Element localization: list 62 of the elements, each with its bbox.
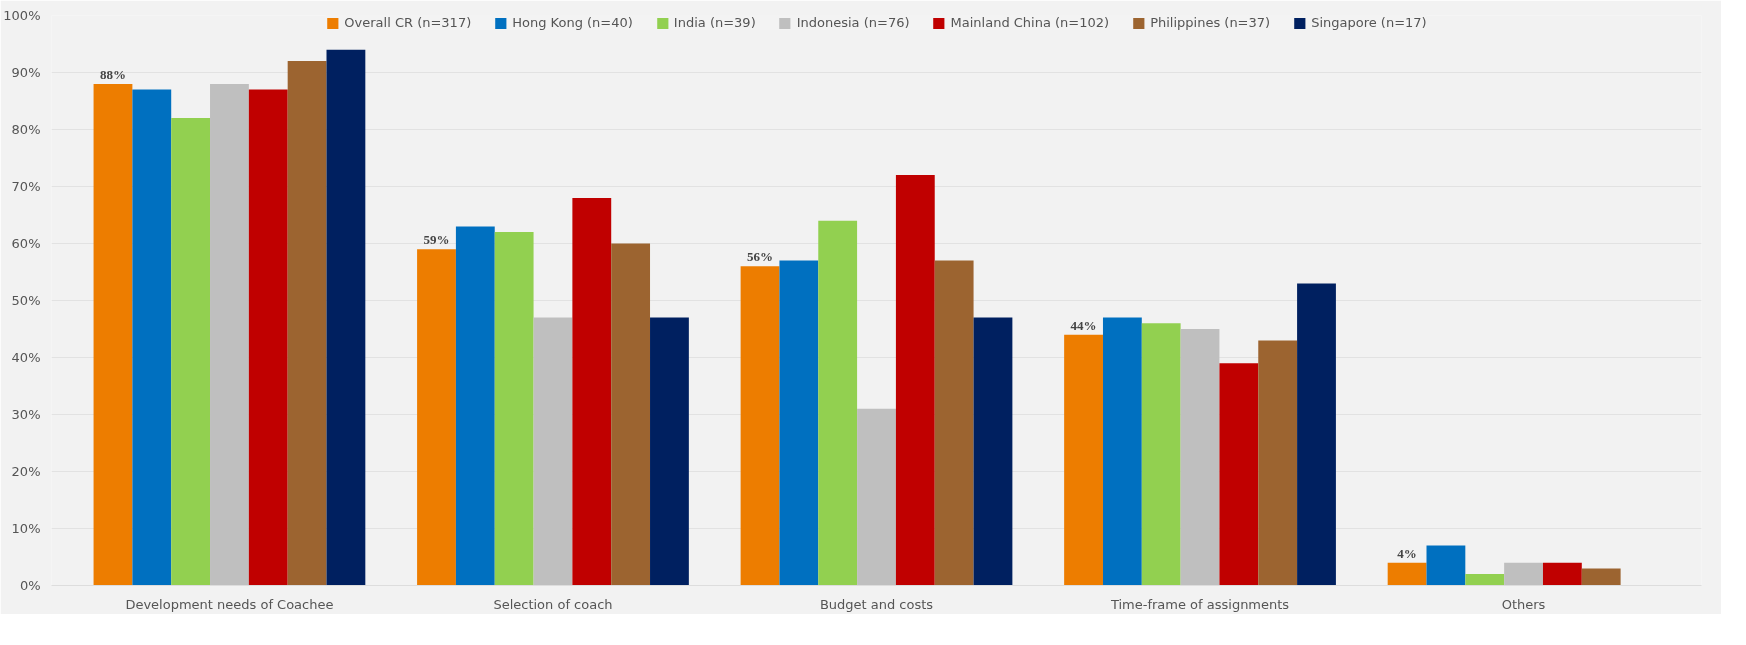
bar (934, 260, 974, 586)
bar (1297, 283, 1336, 586)
bar (857, 408, 896, 586)
bar (1258, 340, 1298, 586)
y-tick-label: 60% (11, 236, 41, 251)
bar (210, 83, 249, 586)
y-tick-label: 70% (11, 179, 41, 194)
legend-label: Indonesia (n=76) (796, 15, 910, 30)
bar (287, 61, 327, 586)
bar (895, 175, 935, 586)
bar (611, 243, 651, 586)
bar (533, 317, 573, 586)
bar (650, 317, 689, 586)
y-tick-label: 90% (11, 65, 41, 80)
legend-label: Overall CR (n=317) (344, 15, 472, 30)
bar (1465, 574, 1505, 586)
bar (1219, 363, 1259, 586)
x-tick-label: Selection of coach (493, 596, 613, 612)
legend-label: India (n=39) (673, 15, 756, 30)
bar (818, 220, 858, 586)
bar (1141, 323, 1181, 586)
bar (1102, 317, 1142, 586)
y-tick-label: 10% (11, 521, 41, 536)
bar (740, 266, 780, 586)
x-tick-label: Time-frame of assignments (1109, 596, 1290, 612)
bar (779, 260, 819, 586)
bar (1504, 562, 1543, 586)
bar (1426, 545, 1466, 586)
bar (1581, 568, 1621, 586)
data-label: 4% (1397, 545, 1417, 561)
data-label: 56% (747, 249, 774, 265)
y-tick-label: 50% (11, 293, 41, 308)
bar (1064, 334, 1103, 586)
bar (1542, 562, 1582, 586)
bar (973, 317, 1013, 586)
bar (1180, 329, 1220, 586)
y-tick-label: 40% (11, 350, 41, 365)
bar (248, 89, 288, 586)
legend-label: Philippines (n=37) (1150, 15, 1271, 30)
legend-label: Hong Kong (n=40) (512, 15, 633, 30)
bar (326, 49, 366, 586)
x-tick-label: Development needs of Coachee (125, 596, 334, 612)
bar (494, 232, 534, 586)
bar (1387, 562, 1427, 586)
bar (417, 249, 456, 586)
y-tick-label: 30% (11, 407, 41, 422)
y-tick-label: 20% (11, 464, 41, 479)
bar (171, 118, 211, 586)
data-label: 44% (1070, 317, 1097, 333)
bar (572, 197, 612, 586)
data-label: 88% (99, 66, 126, 82)
legend-label: Singapore (n=17) (1311, 15, 1427, 30)
y-tick-label: 100% (3, 8, 41, 23)
legend-label: Mainland China (n=102) (950, 15, 1110, 30)
bar (93, 83, 133, 586)
data-label: 59% (423, 232, 450, 248)
bar (455, 226, 495, 586)
x-tick-label: Others (1501, 596, 1546, 612)
x-tick-label: Budget and costs (819, 596, 934, 612)
y-tick-label: 80% (11, 122, 41, 137)
y-tick-label: 0% (19, 578, 41, 593)
bar (132, 89, 172, 586)
